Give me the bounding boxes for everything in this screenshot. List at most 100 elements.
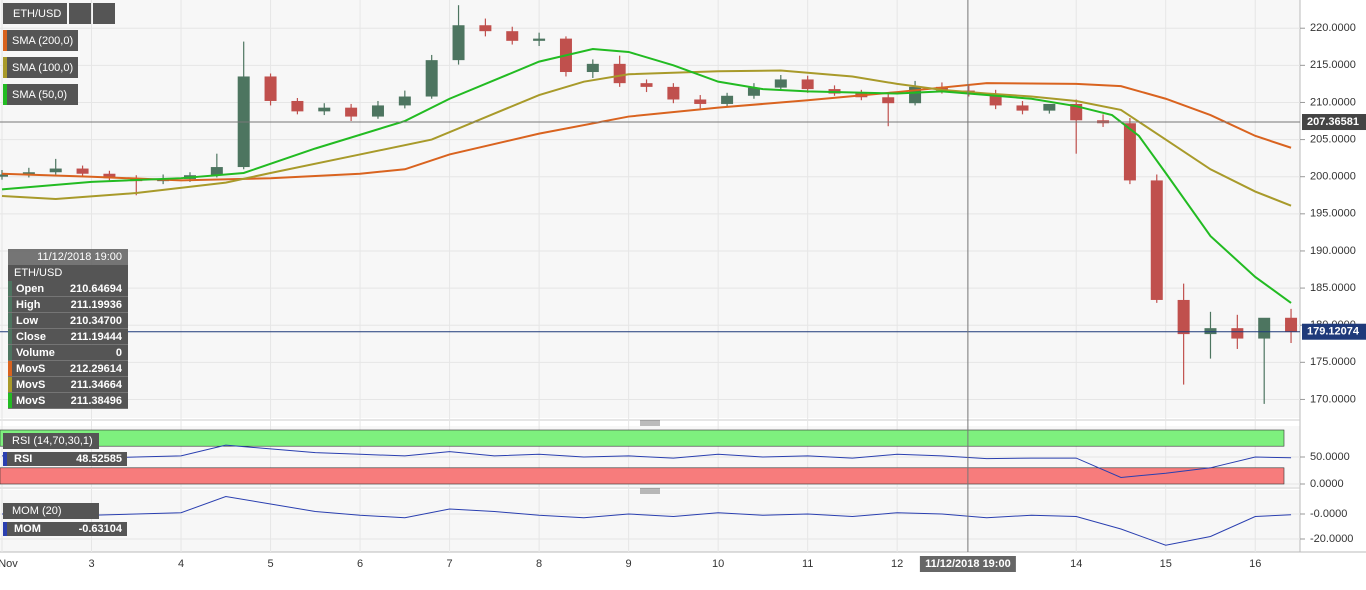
x-tick-label: 6 [357, 558, 363, 570]
info-label: Close [16, 331, 46, 343]
info-value: 211.34664 [71, 379, 123, 391]
y-tick-label: -20.0000 [1310, 533, 1353, 545]
indicator-name: RSI [14, 453, 32, 465]
indicator-title: MOM (20) [12, 505, 62, 517]
info-swatch [8, 313, 12, 328]
candle-body [935, 86, 948, 91]
candle-body [345, 107, 358, 117]
x-tick-label: 10 [712, 558, 724, 570]
symbol: ETH/USD [13, 8, 61, 20]
last-price-label: 179.12074 [1307, 326, 1360, 338]
candle-body [506, 31, 519, 41]
price-tag [1302, 114, 1366, 131]
x-tick-label: 11 [802, 558, 813, 570]
rsi-band [0, 467, 1285, 485]
mom-panel [0, 490, 1300, 552]
info-value: 210.34700 [70, 315, 122, 327]
indicator-box [3, 452, 127, 466]
candle-body [22, 172, 35, 175]
legend-label: SMA (100,0) [12, 62, 73, 74]
info-label: High [16, 299, 41, 311]
info-value: 211.19444 [71, 331, 123, 343]
candle-body [1016, 105, 1029, 111]
sma-line [1, 82, 1292, 182]
info-label: MovS [16, 379, 45, 391]
indicator-swatch [3, 522, 7, 536]
indicator-box [3, 433, 99, 449]
legend-label: SMA (50,0) [12, 89, 67, 101]
info-swatch [8, 297, 12, 312]
indicator-line [1, 444, 1292, 479]
legend-label: SMA (200,0) [12, 35, 73, 47]
info-value: 210.64694 [70, 283, 123, 295]
x-tick-label: 5 [267, 558, 273, 570]
y-tick-label: 210.0000 [1310, 96, 1356, 108]
candle-body [103, 173, 116, 179]
candle-body [774, 79, 787, 88]
x-tick-label: 4 [178, 558, 184, 570]
info-row [8, 297, 128, 312]
info-value: 211.19936 [71, 299, 122, 311]
x-tick-label: 16 [1249, 558, 1261, 570]
info-row [8, 377, 128, 392]
candle-body [667, 86, 680, 100]
info-label: Open [16, 283, 44, 295]
info-swatch [8, 393, 12, 408]
candle-body [882, 97, 895, 104]
candle-body [210, 167, 223, 176]
candle-body [1204, 328, 1217, 335]
info-row [8, 345, 128, 360]
y-tick-label: 205.0000 [1310, 133, 1356, 145]
indicator-title: RSI (14,70,30,1) [12, 435, 93, 447]
candle-body [1123, 123, 1136, 181]
resize-handle[interactable] [640, 420, 660, 494]
candle-body [1177, 299, 1190, 335]
candle-body [76, 168, 89, 174]
x-tick-label: Nov [0, 558, 18, 570]
candle-body [1150, 180, 1163, 300]
indicator-swatch [3, 452, 7, 466]
candle-body [398, 96, 411, 106]
y-tick-label: 175.0000 [1310, 356, 1356, 368]
candle-body [1285, 317, 1298, 332]
legend-swatch [3, 84, 7, 105]
candle-body [0, 174, 8, 177]
indicator-box [3, 522, 127, 536]
x-tick-label: 14 [1070, 558, 1082, 570]
crosshair-time: 11/12/2018 19:00 [925, 558, 1011, 570]
indicator-name: MOM [14, 523, 41, 535]
x-tick-label: 12 [891, 558, 903, 570]
indicator-value: 48.52585 [76, 453, 122, 465]
candle-body [1231, 328, 1244, 339]
info-label: MovS [16, 395, 45, 407]
x-tick-label: 9 [626, 558, 632, 570]
y-tick-label: 195.0000 [1310, 208, 1356, 220]
candle-body [613, 63, 626, 84]
y-tick-label: 190.0000 [1310, 245, 1356, 257]
candle-body [1258, 317, 1271, 339]
y-tick-label: 200.0000 [1310, 171, 1356, 183]
candle-body [694, 99, 707, 104]
candle-body [640, 83, 653, 87]
info-value: 211.38496 [71, 395, 122, 407]
y-tick-label: 220.0000 [1310, 22, 1356, 34]
info-row [8, 265, 128, 281]
candle-body [747, 87, 760, 96]
info-swatch [8, 361, 12, 376]
candle-body [1043, 103, 1056, 111]
info-value: 0 [116, 347, 122, 359]
x-tick-label: 15 [1160, 558, 1172, 570]
sma-line [1, 47, 1292, 304]
candle-body [49, 168, 62, 173]
settings-button[interactable] [93, 3, 115, 24]
indicator-line [1, 495, 1292, 546]
time-tag [919, 556, 1016, 572]
legend-box [3, 57, 78, 78]
info-row [8, 313, 128, 328]
x-tick-label: 7 [447, 558, 453, 570]
candle-body [371, 105, 384, 117]
reload-button[interactable] [69, 3, 91, 24]
legend-swatch [3, 30, 7, 51]
price-panel [0, 0, 1300, 418]
legend-box [3, 30, 78, 51]
